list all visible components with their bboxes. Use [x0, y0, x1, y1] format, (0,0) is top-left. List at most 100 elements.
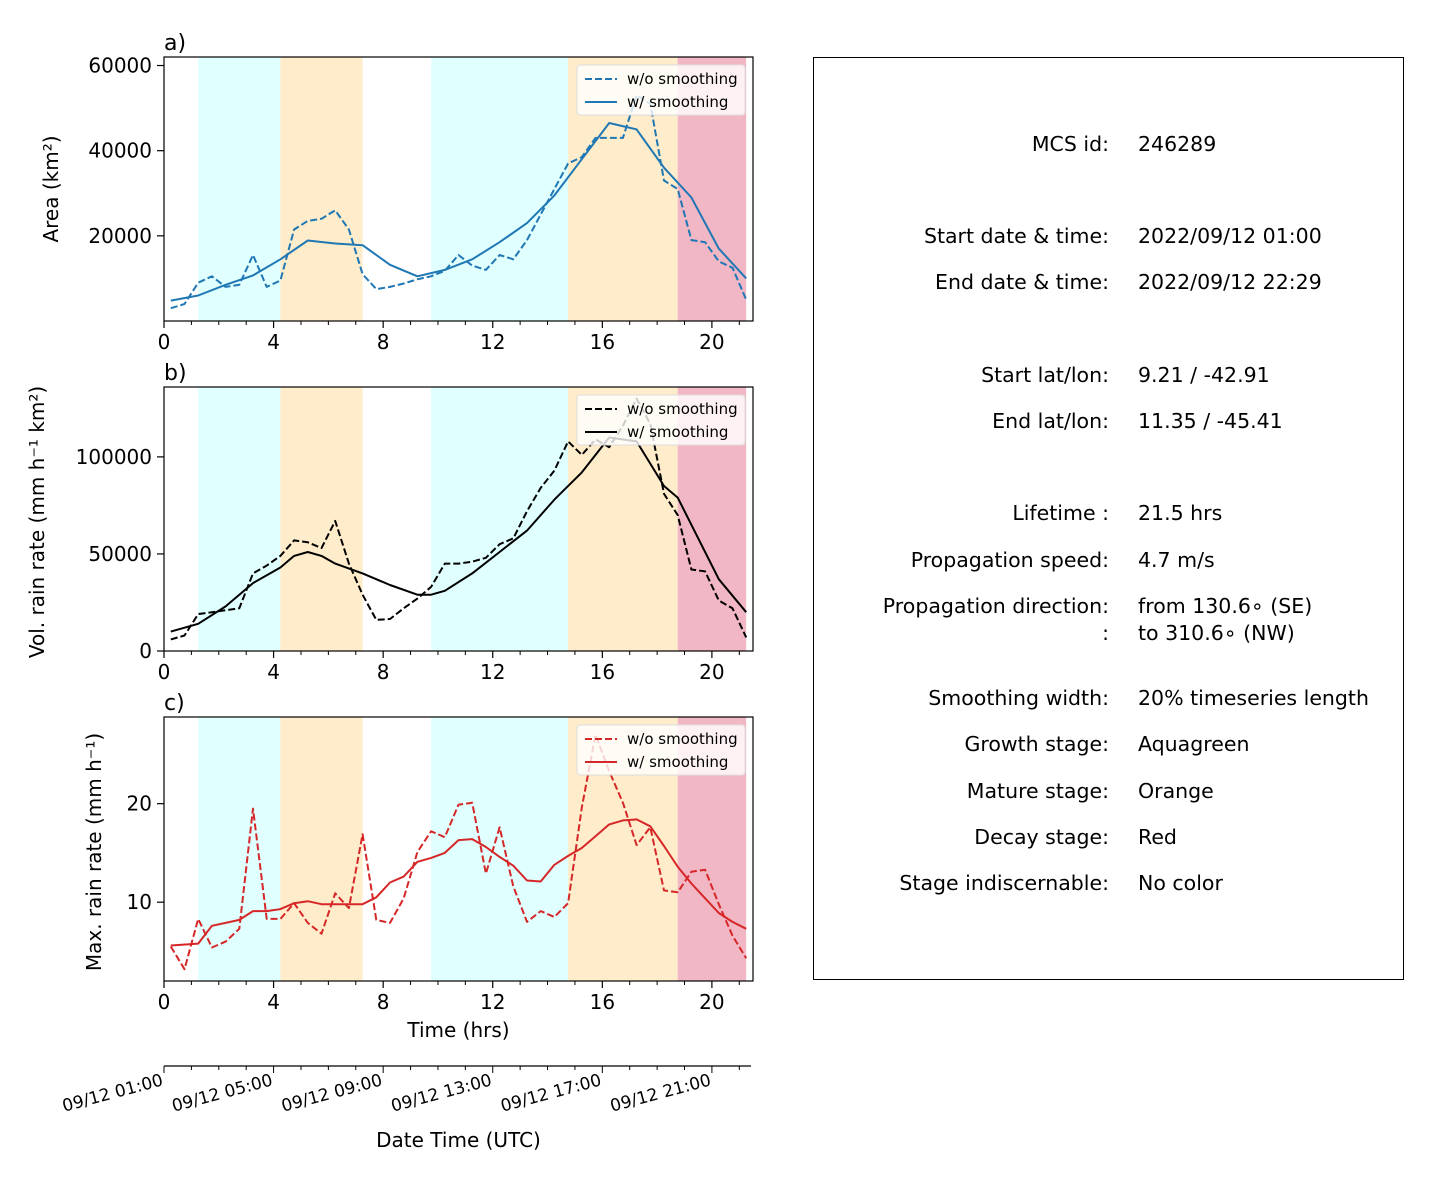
x-tick-label: 8: [377, 660, 390, 684]
info-value: 11.35 / -45.41: [1138, 409, 1283, 433]
info-label: MCS id:: [1031, 132, 1109, 156]
x-tick-label: 20: [699, 660, 724, 684]
legend-box: [576, 394, 746, 446]
panel-label: a): [164, 31, 186, 56]
info-value: 21.5 hrs: [1138, 501, 1223, 525]
info-label: End lat/lon:: [992, 409, 1109, 433]
series-line-smoothed: [170, 818, 747, 947]
series-line-smoothed: [170, 436, 747, 633]
info-label: Start date & time:: [923, 224, 1109, 248]
x-tick-label: 8: [377, 330, 390, 354]
x-tick-label: 16: [590, 990, 615, 1014]
stage-band-growth: [431, 57, 569, 321]
info-label: Decay stage:: [974, 825, 1109, 849]
info-value: No color: [1138, 871, 1223, 895]
series-line-smoothed: [170, 122, 747, 302]
info-row-mcs-id: MCS id: 246289: [814, 132, 1405, 160]
legend-label: w/o smoothing: [627, 70, 738, 88]
y-tick-label: 40000: [88, 139, 152, 163]
stage-band-mature: [280, 57, 363, 321]
info-value: 9.21 / -42.91: [1138, 363, 1270, 387]
x-tick-label: 16: [590, 660, 615, 684]
plot-frame: [163, 386, 754, 652]
y-axis-label: Area (km²): [39, 135, 63, 242]
info-value: 246289: [1138, 132, 1217, 156]
info-label: Growth stage:: [964, 732, 1109, 756]
info-label: Smoothing width:: [928, 686, 1109, 710]
x-tick-label: 4: [267, 660, 280, 684]
x-tick-label: 0: [158, 990, 171, 1014]
info-label: Propagation direction:: [882, 594, 1109, 618]
mcs-info-panel: MCS id: 246289 Start date & time: 2022/0…: [813, 57, 1404, 980]
x-tick-label: 16: [590, 330, 615, 354]
panel-label: b): [164, 361, 187, 386]
date-tick-label: 09/12 17:00: [499, 1071, 604, 1117]
x-tick-label: 20: [699, 990, 724, 1014]
x-tick-label: 0: [158, 660, 171, 684]
info-label: Mature stage:: [966, 779, 1109, 803]
info-value: 4.7 m/s: [1138, 548, 1215, 572]
date-tick-label: 09/12 05:00: [170, 1071, 275, 1117]
x-tick-label: 12: [480, 330, 505, 354]
info-value: Aquagreen: [1138, 732, 1250, 756]
x-tick-label: 20: [699, 330, 724, 354]
y-axis-label: Max. rain rate (mm h⁻¹): [82, 733, 106, 971]
y-tick-label: 0: [139, 639, 152, 663]
info-row-end-time: End date & time: 2022/09/12 22:29: [814, 270, 1405, 298]
info-label: Propagation speed:: [910, 548, 1109, 572]
info-label: :: [1102, 621, 1109, 645]
info-row-start-latlon: Start lat/lon: 9.21 / -42.91: [814, 363, 1405, 391]
date-tick-label: 09/12 01:00: [60, 1071, 165, 1117]
info-row-mature-stage: Mature stage: Orange: [814, 779, 1405, 807]
x-tick-label: 4: [267, 990, 280, 1014]
info-label: Lifetime :: [1012, 501, 1109, 525]
x-axis-label: Time (hrs): [406, 1018, 509, 1042]
info-row-end-latlon: End lat/lon: 11.35 / -45.41: [814, 409, 1405, 437]
info-value: 2022/09/12 22:29: [1138, 270, 1322, 294]
series-line-unsmoothed: [170, 397, 748, 641]
y-tick-label: 20: [127, 792, 152, 816]
legend-box: [576, 724, 746, 776]
legend-label: w/o smoothing: [627, 400, 738, 418]
series-line-unsmoothed: [169, 733, 748, 971]
legend-label: w/ smoothing: [627, 423, 728, 441]
panel-label: c): [164, 691, 185, 716]
x-tick-label: 0: [158, 330, 171, 354]
info-row-propagation-speed: Propagation speed: 4.7 m/s: [814, 548, 1405, 576]
info-value: 2022/09/12 01:00: [1138, 224, 1322, 248]
info-label: End date & time:: [935, 270, 1109, 294]
info-row-propagation-direction: Propagation direction: from 130.6∘ (SE): [814, 594, 1405, 622]
y-tick-label: 60000: [88, 54, 152, 78]
y-tick-label: 50000: [88, 542, 152, 566]
stage-band-mature: [280, 387, 363, 651]
legend-label: w/o smoothing: [627, 730, 738, 748]
date-tick-label: 09/12 21:00: [608, 1071, 713, 1117]
plot-frame: [163, 56, 754, 322]
y-tick-label: 10: [127, 890, 152, 914]
legend-label: w/ smoothing: [627, 93, 728, 111]
stage-band-mature: [280, 717, 363, 981]
date-tick-label: 09/12 13:00: [389, 1071, 494, 1117]
info-row-decay-stage: Decay stage: Red: [814, 825, 1405, 853]
info-row-start-time: Start date & time: 2022/09/12 01:00: [814, 224, 1405, 252]
stage-band-growth: [198, 57, 281, 321]
info-row-lifetime: Lifetime : 21.5 hrs: [814, 501, 1405, 529]
legend-label: w/ smoothing: [627, 753, 728, 771]
info-value: Orange: [1138, 779, 1214, 803]
plot-frame: [163, 716, 754, 982]
legend-box: [576, 64, 746, 116]
info-value: 20% timeseries length: [1138, 686, 1369, 710]
x-tick-label: 4: [267, 330, 280, 354]
y-tick-label: 100000: [76, 445, 152, 469]
x-tick-label: 12: [480, 660, 505, 684]
stage-band-growth: [431, 717, 569, 981]
info-label: Stage indiscernable:: [899, 871, 1109, 895]
info-value: from 130.6∘ (SE): [1138, 594, 1313, 618]
info-value: Red: [1138, 825, 1177, 849]
info-row-propagation-direction-to: : to 310.6∘ (NW): [814, 621, 1405, 649]
info-label: Start lat/lon:: [981, 363, 1109, 387]
y-tick-label: 20000: [88, 224, 152, 248]
y-axis-label: Vol. rain rate (mm h⁻¹ km²): [25, 386, 49, 658]
stage-band-growth: [198, 717, 281, 981]
x-tick-label: 12: [480, 990, 505, 1014]
